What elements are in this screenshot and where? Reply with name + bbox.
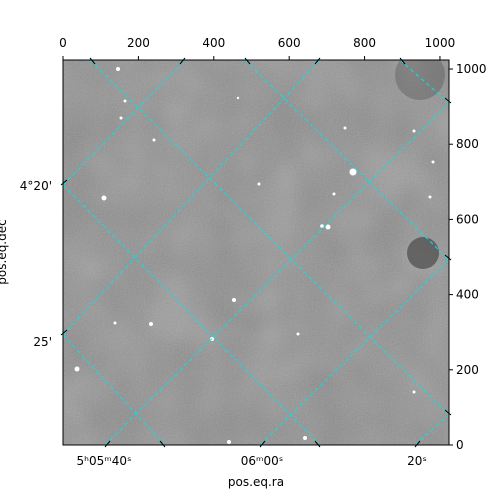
x-tick-label: 600 xyxy=(278,36,301,50)
x-tick-label: 400 xyxy=(202,36,225,50)
y-tick-label: 400 xyxy=(456,288,479,302)
world-x-tick-label: 20ˢ xyxy=(407,454,427,468)
sky-image xyxy=(63,60,449,445)
x-tick-label: 0 xyxy=(59,36,67,50)
world-x-tick-label: 5ʰ05ᵐ40ˢ xyxy=(77,454,132,468)
world-x-tick-label: 06ᵐ00ˢ xyxy=(241,454,284,468)
x-axis-label: pos.eq.ra xyxy=(228,475,284,489)
y-tick-label: 1000 xyxy=(456,62,487,76)
world-y-tick-label: 4°20' xyxy=(20,179,52,193)
x-tick-label: 200 xyxy=(127,36,150,50)
y-tick-label: 800 xyxy=(456,137,479,151)
world-y-tick-label: 25' xyxy=(33,335,52,349)
world-ticks xyxy=(60,57,452,448)
coordinate-grid xyxy=(63,60,449,445)
y-tick-label: 200 xyxy=(456,363,479,377)
x-tick-label: 1000 xyxy=(425,36,456,50)
frame xyxy=(62,59,450,446)
y-tick-label: 600 xyxy=(456,212,479,226)
y-tick-label: 0 xyxy=(456,438,464,452)
x-tick-label: 800 xyxy=(353,36,376,50)
y-axis-label: pos.eq.dec xyxy=(0,219,9,284)
